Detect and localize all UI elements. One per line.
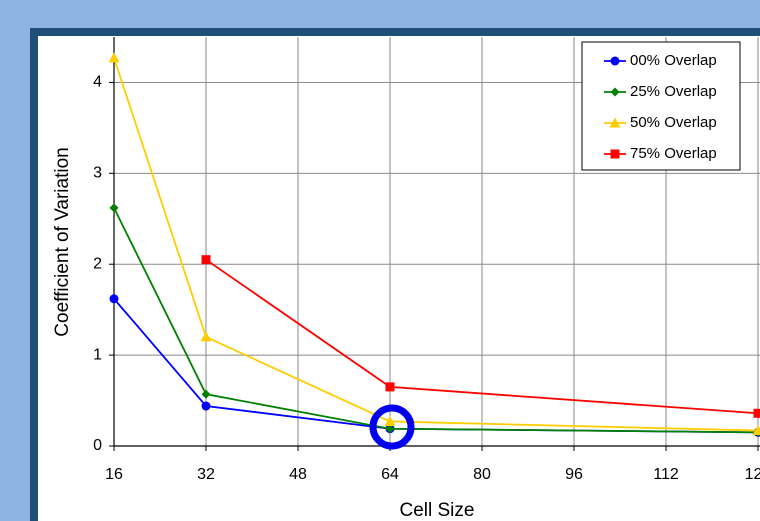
marker bbox=[109, 294, 119, 304]
x-tick-label: 32 bbox=[197, 466, 215, 483]
marker bbox=[201, 389, 211, 399]
marker bbox=[385, 382, 395, 392]
marker bbox=[752, 425, 760, 436]
legend-box bbox=[581, 41, 741, 171]
legend: 00% Overlap 25% Overlap 50% Overlap 75% Ove… bbox=[581, 41, 741, 171]
marker bbox=[609, 117, 621, 128]
x-tick-label: 96 bbox=[565, 466, 583, 483]
highlight-circle bbox=[369, 404, 415, 450]
marker bbox=[610, 56, 620, 66]
marker bbox=[384, 415, 396, 426]
y-tick-label: 2 bbox=[93, 255, 102, 272]
grid: 0 1 2 3 4 16 32 48 64 80 96 112 128 bbox=[93, 37, 760, 483]
series-line bbox=[113, 207, 759, 434]
y-tick-label: 3 bbox=[93, 165, 102, 182]
x-tick-label: 48 bbox=[289, 466, 307, 483]
x-tick-label: 128 bbox=[745, 466, 760, 483]
legend-label: 00% Overlap bbox=[630, 52, 717, 69]
x-tick-label: 112 bbox=[653, 466, 679, 483]
marker bbox=[610, 149, 620, 159]
marker bbox=[108, 52, 120, 63]
y-tick-label: 4 bbox=[93, 74, 102, 91]
marker bbox=[753, 408, 760, 418]
legend-label: 75% Overlap bbox=[630, 145, 717, 162]
marker bbox=[109, 203, 119, 213]
y-tick-label: 1 bbox=[93, 346, 102, 363]
series-line bbox=[113, 57, 759, 432]
y-tick-label: 0 bbox=[93, 437, 102, 454]
marker bbox=[200, 331, 212, 342]
x-axis-title: Cell Size bbox=[400, 500, 475, 521]
legend-label: 50% Overlap bbox=[630, 114, 717, 131]
marker bbox=[201, 401, 211, 411]
x-tick-label: 80 bbox=[473, 466, 491, 483]
marker bbox=[201, 255, 211, 265]
series-lines bbox=[108, 52, 760, 437]
legend-label: 25% Overlap bbox=[630, 83, 717, 100]
marker bbox=[385, 424, 395, 434]
y-axis-title: Coefficient of Variation bbox=[52, 147, 73, 336]
x-tick-label: 64 bbox=[381, 466, 399, 483]
x-tick-label: 16 bbox=[105, 466, 123, 483]
marker bbox=[610, 87, 620, 97]
